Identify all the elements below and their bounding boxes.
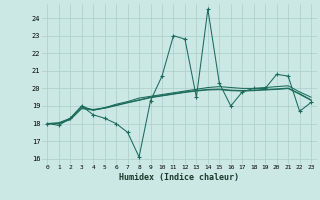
X-axis label: Humidex (Indice chaleur): Humidex (Indice chaleur) [119, 173, 239, 182]
